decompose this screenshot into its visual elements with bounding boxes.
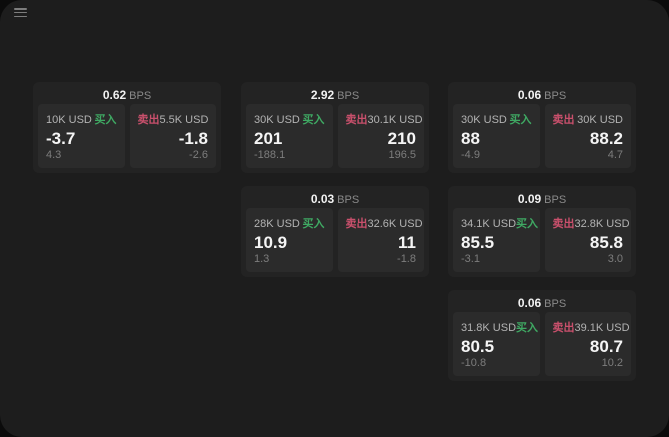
sell-price: 80.7 bbox=[589, 336, 623, 356]
sell-price: 210 bbox=[387, 128, 416, 148]
bps-unit-label: BPS bbox=[544, 194, 567, 206]
card-header: 0.62 BPS bbox=[38, 86, 216, 104]
card-header: 0.09 BPS bbox=[453, 190, 631, 208]
buy-delta: -3.1 bbox=[461, 253, 480, 265]
buy-delta: 1.3 bbox=[254, 253, 270, 265]
buy-price: 201 bbox=[254, 128, 283, 148]
bps-value: 0.06 bbox=[517, 296, 542, 310]
buy-price: 10.9 bbox=[254, 232, 288, 252]
card-header: 2.92 BPS bbox=[246, 86, 424, 104]
bps-value: 0.06 bbox=[517, 88, 542, 102]
buy-delta: 4.3 bbox=[46, 149, 62, 161]
buy-panel[interactable]: 30K USD 买入 201 -188.1 bbox=[246, 104, 333, 168]
sell-price: 85.8 bbox=[589, 232, 623, 252]
sell-label: 卖出 bbox=[552, 322, 575, 334]
quote-card: 0.62 BPS 10K USD 买入 -3.7 4.3 卖出 5.5K USD … bbox=[33, 82, 221, 173]
buy-amount: 30K USD bbox=[461, 114, 507, 126]
bps-unit-label: BPS bbox=[337, 90, 360, 102]
menu-icon[interactable] bbox=[14, 8, 27, 17]
quote-card: 2.92 BPS 30K USD 买入 201 -188.1 卖出 30.1K U… bbox=[241, 82, 429, 173]
quote-card: 0.09 BPS 34.1K USD 买入 85.5 -3.1 卖出 32.8K … bbox=[448, 186, 636, 277]
sell-delta: -1.8 bbox=[397, 253, 416, 265]
sell-price: 88.2 bbox=[589, 128, 623, 148]
buy-label: 买入 bbox=[516, 218, 539, 230]
buy-panel[interactable]: 28K USD 买入 10.9 1.3 bbox=[246, 208, 333, 272]
buy-price: 88 bbox=[461, 128, 480, 148]
buy-amount: 31.8K USD bbox=[461, 322, 517, 334]
sell-delta: -2.6 bbox=[189, 149, 208, 161]
buy-amount: 30K USD bbox=[254, 114, 300, 126]
sell-delta: 3.0 bbox=[607, 253, 623, 265]
sell-label: 卖出 bbox=[137, 114, 160, 126]
buy-panel[interactable]: 31.8K USD 买入 80.5 -10.8 bbox=[453, 312, 540, 376]
sell-panel[interactable]: 卖出 5.5K USD -1.8 -2.6 bbox=[129, 104, 216, 168]
sell-price: 11 bbox=[398, 232, 416, 252]
bps-unit-label: BPS bbox=[337, 194, 360, 206]
buy-panel[interactable]: 10K USD 买入 -3.7 4.3 bbox=[38, 104, 125, 168]
sell-price: -1.8 bbox=[178, 128, 208, 148]
card-header: 0.06 BPS bbox=[453, 86, 631, 104]
buy-delta: -10.8 bbox=[461, 357, 487, 369]
buy-panel[interactable]: 34.1K USD 买入 85.5 -3.1 bbox=[453, 208, 540, 272]
buy-price: 80.5 bbox=[461, 336, 495, 356]
sell-amount: 5.5K USD bbox=[159, 114, 209, 126]
bps-value: 0.62 bbox=[102, 88, 127, 102]
quote-card: 0.06 BPS 30K USD 买入 88 -4.9 卖出 30K USD 88… bbox=[448, 82, 636, 173]
buy-label: 买入 bbox=[302, 218, 325, 230]
buy-label: 买入 bbox=[94, 114, 117, 126]
sell-amount: 32.6K USD bbox=[367, 218, 423, 230]
sell-panel[interactable]: 卖出 30K USD 88.2 4.7 bbox=[544, 104, 631, 168]
buy-price: 85.5 bbox=[461, 232, 495, 252]
buy-amount: 34.1K USD bbox=[461, 218, 517, 230]
bps-value: 0.03 bbox=[310, 192, 335, 206]
buy-label: 买入 bbox=[516, 322, 539, 334]
sell-label: 卖出 bbox=[345, 114, 368, 126]
buy-price: -3.7 bbox=[46, 128, 76, 148]
sell-panel[interactable]: 卖出 32.8K USD 85.8 3.0 bbox=[544, 208, 631, 272]
sell-amount: 30K USD bbox=[577, 114, 623, 126]
buy-amount: 10K USD bbox=[46, 114, 92, 126]
sell-panel[interactable]: 卖出 30.1K USD 210 196.5 bbox=[337, 104, 424, 168]
bps-unit-label: BPS bbox=[544, 298, 567, 310]
sell-delta: 10.2 bbox=[601, 357, 623, 369]
sell-amount: 39.1K USD bbox=[574, 322, 630, 334]
bps-unit-label: BPS bbox=[129, 90, 152, 102]
buy-delta: -4.9 bbox=[461, 149, 480, 161]
quote-card: 0.06 BPS 31.8K USD 买入 80.5 -10.8 卖出 39.1K… bbox=[448, 290, 636, 381]
buy-label: 买入 bbox=[509, 114, 532, 126]
sell-label: 卖出 bbox=[552, 114, 575, 126]
buy-amount: 28K USD bbox=[254, 218, 300, 230]
sell-amount: 32.8K USD bbox=[574, 218, 630, 230]
bps-value: 0.09 bbox=[517, 192, 542, 206]
sell-delta: 196.5 bbox=[388, 149, 416, 161]
sell-panel[interactable]: 卖出 32.6K USD 11 -1.8 bbox=[337, 208, 424, 272]
card-header: 0.06 BPS bbox=[453, 294, 631, 312]
sell-label: 卖出 bbox=[345, 218, 368, 230]
sell-amount: 30.1K USD bbox=[367, 114, 423, 126]
sell-label: 卖出 bbox=[552, 218, 575, 230]
sell-panel[interactable]: 卖出 39.1K USD 80.7 10.2 bbox=[544, 312, 631, 376]
card-header: 0.03 BPS bbox=[246, 190, 424, 208]
sell-delta: 4.7 bbox=[607, 149, 623, 161]
bps-value: 2.92 bbox=[310, 88, 335, 102]
buy-delta: -188.1 bbox=[254, 149, 286, 161]
buy-label: 买入 bbox=[302, 114, 325, 126]
quote-card: 0.03 BPS 28K USD 买入 10.9 1.3 卖出 32.6K USD… bbox=[241, 186, 429, 277]
bps-unit-label: BPS bbox=[544, 90, 567, 102]
buy-panel[interactable]: 30K USD 买入 88 -4.9 bbox=[453, 104, 540, 168]
